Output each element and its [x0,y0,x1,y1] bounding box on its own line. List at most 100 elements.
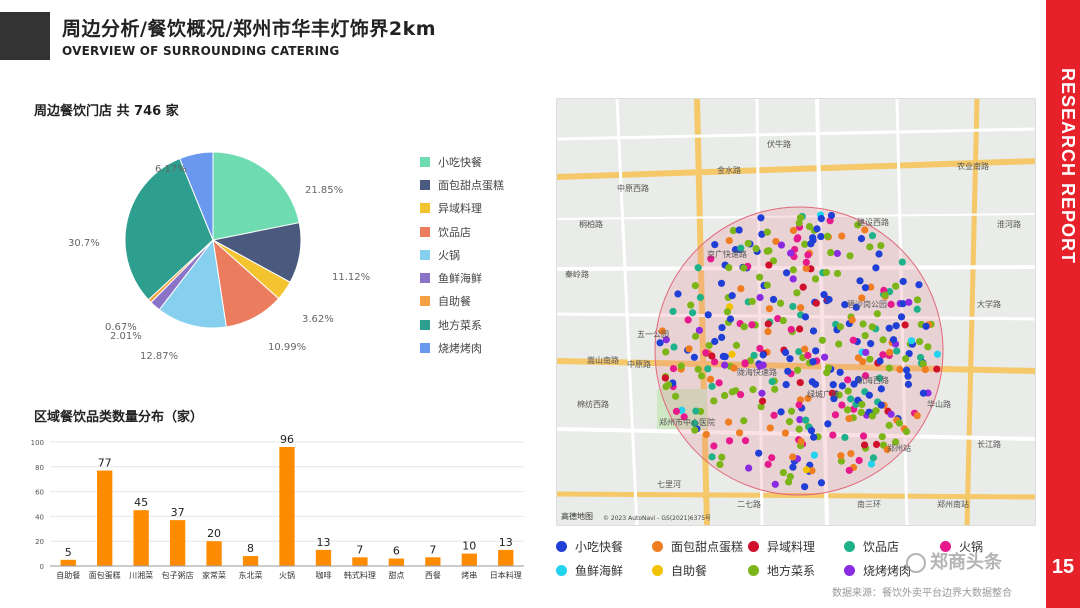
pie-legend-item-6: 自助餐 [420,290,540,313]
map-restaurant-dot [735,429,744,437]
pie-label-4: 12.87% [140,351,178,362]
map-restaurant-dot [848,316,856,324]
bar-4 [206,541,222,566]
map-road [557,491,1035,500]
map-restaurant-dot [845,466,853,474]
map-restaurant-dot [830,395,838,403]
map-restaurant-dot [801,345,809,353]
map-restaurant-dot [691,282,699,290]
map-restaurant-dot [801,483,809,491]
map-restaurant-dot [784,367,792,375]
map-restaurant-dot [904,372,912,380]
map-restaurant-dot [752,245,760,253]
map-restaurant-dot [801,240,809,248]
map-restaurant-dot [656,339,664,347]
header-accent-block [0,12,50,60]
map-restaurant-dot [789,302,797,311]
pie-legend-swatch [420,296,430,307]
page-title: 周边分析/餐饮概况/郑州市华丰灯饰界2km [62,18,437,40]
map-restaurant-dot [844,387,852,395]
map-restaurant-dot [887,300,895,308]
map-restaurant-dot [828,389,836,397]
map-restaurant-dot [721,361,729,369]
map-place-label: 七里河 [657,480,681,489]
map-restaurant-dot [796,416,804,424]
map-restaurant-dot [833,269,842,278]
map-restaurant-dot [889,336,898,344]
map-restaurant-dot [868,412,876,420]
map-restaurant-dot [902,427,911,436]
map-restaurant-dot [771,385,779,393]
map-restaurant-dot [841,301,849,309]
map-restaurant-dot [818,336,826,344]
map[interactable]: 高德地图 © 2023 AutoNavi - GS(2021)6375号 中原西… [556,98,1036,526]
pie-label-7: 30.7% [68,238,100,249]
map-restaurant-dot [708,453,716,461]
bar-value-label: 10 [462,540,476,553]
pie-legend-label: 地方菜系 [438,318,482,332]
map-place-label: 棉纺西路 [577,400,609,409]
map-restaurant-dot [892,322,900,330]
map-restaurant-dot [807,240,815,248]
map-legend-label: 小吃快餐 [575,539,624,554]
map-restaurant-dot [824,364,832,372]
map-restaurant-dot [728,292,736,300]
map-restaurant-dot [748,297,756,306]
pie-label-1: 11.12% [332,272,370,283]
map-restaurant-dot [807,427,816,435]
map-restaurant-dot [843,406,852,414]
map-restaurant-dot [728,350,736,358]
bar-0 [60,559,76,566]
map-restaurant-dot [856,277,864,285]
page-subtitle: OVERVIEW OF SURROUNDING CATERING [62,44,340,58]
map-restaurant-dot [797,437,805,446]
map-restaurant-dot [730,364,738,372]
map-restaurant-dot [892,438,900,446]
map-restaurant-dot [933,365,941,373]
map-restaurant-dot [717,279,726,287]
map-restaurant-dot [885,324,893,332]
bar-value-label: 13 [316,536,330,549]
bar-category-label: 包子粥店 [162,570,194,580]
watermark: 郑商头条 [906,548,1002,574]
map-legend-dot [652,564,663,576]
map-restaurant-dot [861,226,869,234]
map-restaurant-dot [710,397,718,405]
map-restaurant-dot [799,283,807,291]
map-restaurant-dot [817,215,825,223]
map-restaurant-dot [711,337,719,346]
map-restaurant-dot [770,411,778,419]
map-restaurant-dot [804,251,812,259]
map-road [557,127,1035,141]
map-restaurant-dot [825,295,833,304]
map-restaurant-dot [740,264,748,272]
map-place-label: 桐柏路 [579,220,603,229]
map-restaurant-dot [897,313,906,321]
map-restaurant-dot [777,241,786,249]
map-restaurant-dot [718,323,726,332]
map-restaurant-dot [674,290,682,298]
map-restaurant-dot [662,336,670,344]
map-legend-item: 鱼鲜海鲜 [556,562,652,579]
map-restaurant-dot [787,249,795,257]
map-restaurant-dot [779,468,787,477]
pie-legend-swatch [420,203,430,214]
map-restaurant-dot [868,232,877,240]
map-restaurant-dot [671,392,680,400]
map-restaurant-dot [913,412,921,420]
map-restaurant-dot [725,418,733,426]
map-restaurant-dot [868,323,876,331]
map-restaurant-dot [809,327,818,335]
map-restaurant-dot [859,320,867,328]
map-road [694,99,710,525]
map-place-label: 金水路 [717,166,741,175]
map-restaurant-dot [869,454,878,462]
map-restaurant-dot [741,437,750,445]
map-restaurant-dot [837,457,846,465]
map-restaurant-dot [694,365,702,373]
map-legend-row: 小吃快餐 面包甜点蛋糕 异域料理 饮品店 火锅 [556,534,1036,558]
map-restaurant-dot [899,300,907,308]
bar-ytick: 60 [35,489,44,497]
map-restaurant-dot [779,316,787,325]
map-restaurant-dot [793,289,801,297]
